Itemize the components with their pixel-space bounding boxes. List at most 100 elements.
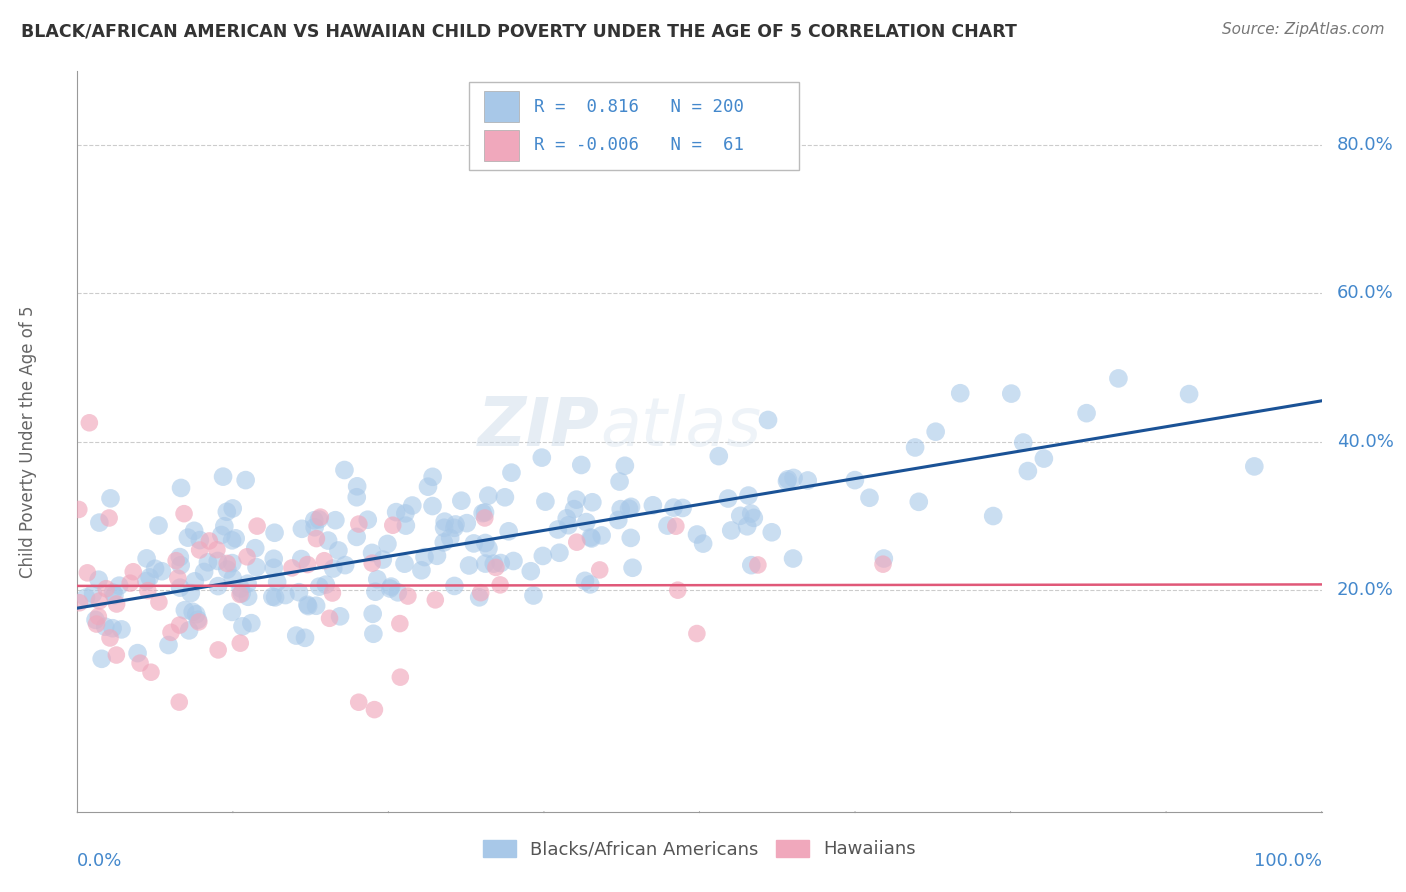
Point bbox=[844, 473, 866, 487]
Point bbox=[371, 552, 394, 566]
Point bbox=[609, 502, 631, 516]
Point bbox=[502, 554, 524, 568]
Point bbox=[742, 511, 765, 525]
Point bbox=[1076, 406, 1098, 420]
Point bbox=[458, 558, 481, 573]
Point bbox=[169, 550, 191, 565]
Point bbox=[328, 543, 350, 558]
Point bbox=[98, 511, 121, 525]
Point bbox=[316, 533, 339, 548]
Point bbox=[494, 490, 516, 504]
Point bbox=[315, 577, 337, 591]
Point bbox=[235, 473, 257, 487]
Point bbox=[177, 624, 200, 638]
Point bbox=[411, 563, 433, 577]
Point bbox=[347, 695, 370, 709]
Point bbox=[222, 571, 245, 585]
Point bbox=[304, 520, 326, 534]
Point bbox=[609, 475, 631, 489]
Point bbox=[364, 584, 387, 599]
Point bbox=[135, 574, 157, 588]
Point bbox=[747, 558, 769, 572]
Point bbox=[122, 565, 145, 579]
Point bbox=[474, 536, 496, 550]
Point bbox=[157, 638, 180, 652]
Point bbox=[198, 533, 221, 548]
Point bbox=[858, 491, 880, 505]
Point bbox=[782, 551, 804, 566]
Text: 0.0%: 0.0% bbox=[77, 853, 122, 871]
Point bbox=[229, 636, 252, 650]
Point bbox=[468, 591, 491, 605]
Point bbox=[94, 620, 117, 634]
Point bbox=[290, 552, 312, 566]
Point bbox=[221, 605, 243, 619]
Point bbox=[135, 551, 157, 566]
Point bbox=[548, 546, 571, 560]
Point bbox=[105, 597, 128, 611]
Point bbox=[589, 563, 612, 577]
Point bbox=[557, 518, 579, 533]
Point bbox=[562, 502, 585, 516]
Point bbox=[79, 416, 101, 430]
Point bbox=[197, 555, 219, 569]
Point bbox=[329, 609, 352, 624]
Point bbox=[413, 550, 436, 565]
Point bbox=[240, 616, 263, 631]
Point bbox=[333, 558, 356, 573]
Point bbox=[166, 571, 188, 585]
Point bbox=[443, 521, 465, 535]
FancyBboxPatch shape bbox=[484, 130, 519, 161]
Point bbox=[470, 585, 492, 599]
Point bbox=[103, 588, 125, 602]
Point bbox=[187, 613, 209, 627]
Point bbox=[433, 535, 456, 549]
Point bbox=[377, 537, 399, 551]
Point bbox=[498, 524, 520, 539]
Point bbox=[396, 589, 419, 603]
Point bbox=[385, 505, 408, 519]
Point bbox=[89, 594, 111, 608]
Point bbox=[167, 695, 190, 709]
Point bbox=[657, 518, 679, 533]
Point bbox=[471, 506, 494, 520]
Point bbox=[425, 593, 447, 607]
Text: 20.0%: 20.0% bbox=[1337, 581, 1393, 599]
Point bbox=[671, 500, 693, 515]
Point bbox=[229, 587, 252, 601]
Point bbox=[522, 589, 544, 603]
Point bbox=[474, 511, 496, 525]
Point bbox=[100, 491, 122, 506]
Point bbox=[463, 536, 485, 550]
Point bbox=[236, 549, 259, 564]
Point bbox=[288, 585, 311, 599]
Point bbox=[110, 623, 132, 637]
Point bbox=[565, 492, 588, 507]
Point bbox=[728, 508, 751, 523]
Point bbox=[263, 551, 285, 566]
Point bbox=[221, 533, 243, 548]
Point bbox=[735, 519, 758, 533]
Point bbox=[613, 458, 636, 473]
Point bbox=[555, 511, 578, 525]
Point bbox=[217, 562, 239, 576]
Point bbox=[308, 512, 330, 526]
Point bbox=[94, 582, 117, 596]
Point bbox=[322, 561, 344, 575]
Point bbox=[165, 554, 187, 568]
Point bbox=[84, 613, 107, 627]
Point bbox=[170, 558, 193, 573]
Point bbox=[173, 603, 195, 617]
Point bbox=[387, 585, 409, 599]
Point bbox=[87, 609, 110, 624]
Point bbox=[264, 591, 287, 605]
Point bbox=[120, 576, 142, 591]
Point bbox=[222, 501, 245, 516]
Point bbox=[620, 500, 643, 514]
Point bbox=[761, 525, 783, 540]
Point bbox=[776, 472, 799, 486]
Point bbox=[422, 470, 444, 484]
Point bbox=[1107, 371, 1129, 385]
Point bbox=[756, 413, 779, 427]
Point bbox=[433, 515, 456, 529]
